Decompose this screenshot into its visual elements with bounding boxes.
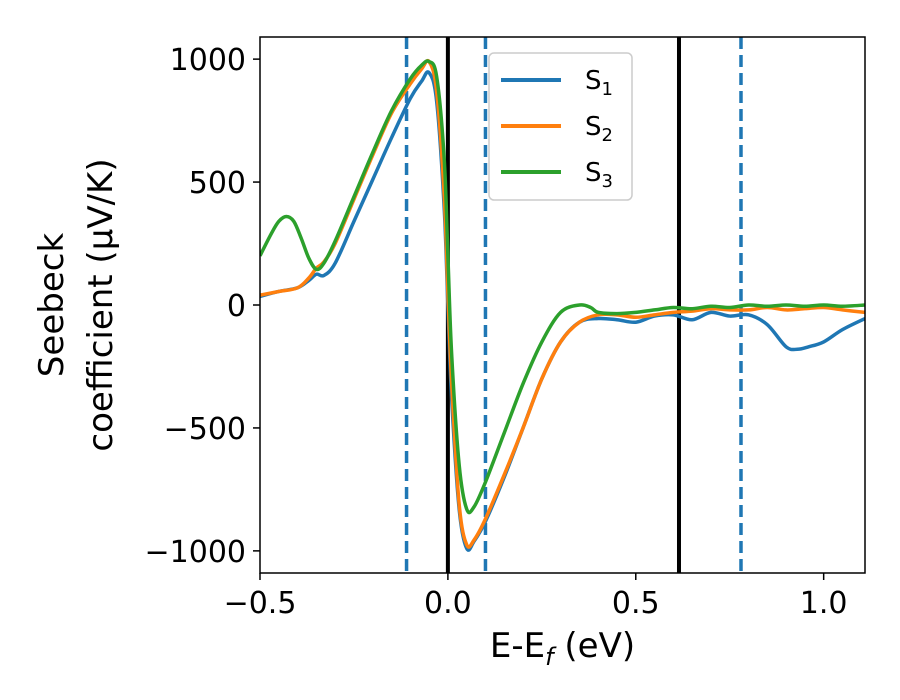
legend-label-2: S2 <box>585 112 613 146</box>
series-line-3 <box>260 59 865 515</box>
y-tick-label: −1000 <box>145 535 246 570</box>
x-tick-label: 0.0 <box>424 586 472 621</box>
x-axis-title-unit: (eV) <box>554 626 636 666</box>
y-axis-title-line2: coefficient (μV/K) <box>81 158 121 451</box>
legend-label-1: S1 <box>585 66 613 100</box>
y-tick-label: 1000 <box>170 43 246 78</box>
y-tick-label: 0 <box>227 289 246 324</box>
y-axis-title-line1: Seebeck <box>32 233 72 378</box>
x-tick-label: 0.5 <box>612 586 660 621</box>
legend-label-3: S3 <box>585 158 613 192</box>
y-tick-label: −500 <box>164 412 246 447</box>
y-tick-label: 500 <box>189 166 246 201</box>
x-tick-label: 1.0 <box>800 586 848 621</box>
x-axis-title-main: E-E <box>490 626 545 666</box>
axis-ticks: −0.5 0.0 0.5 1.0 −1000 −500 0 500 1000 <box>145 43 848 621</box>
legend: S1 S2 S3 <box>488 52 633 201</box>
data-series <box>260 58 865 552</box>
x-tick-label: −0.5 <box>224 586 297 621</box>
y-axis-title: Seebeck coefficient (μV/K) <box>32 158 121 451</box>
x-axis-title: E-Ef (eV) <box>490 626 635 671</box>
